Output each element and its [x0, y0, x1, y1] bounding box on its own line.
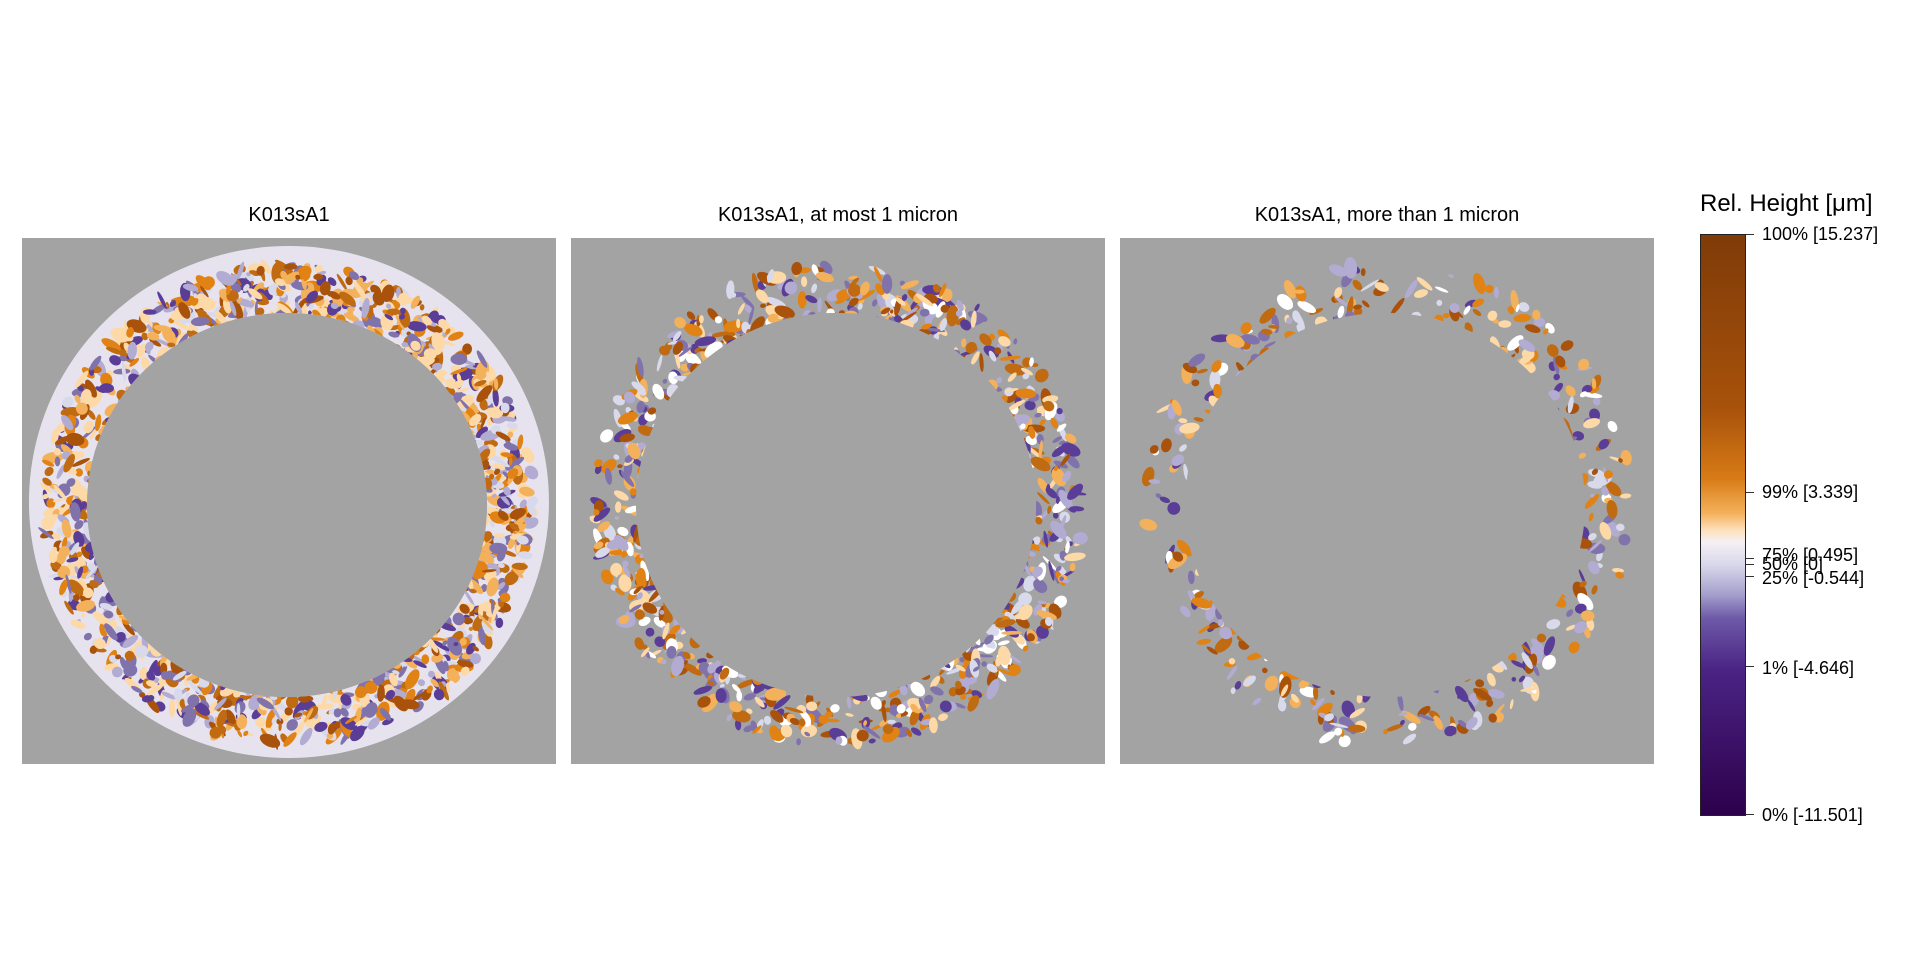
panel-title-full: K013sA1	[22, 204, 556, 227]
height-texture-patch	[501, 403, 510, 413]
height-texture-patch	[237, 703, 241, 718]
legend-tick-label: 99% [3.339]	[1762, 483, 1858, 501]
color-scale-bar	[1700, 234, 1746, 816]
legend-tick-label: 25% [-0.544]	[1762, 569, 1864, 587]
height-texture-patch	[49, 550, 58, 563]
height-texture-patch	[451, 354, 468, 365]
legend-tick	[1746, 492, 1754, 493]
legend-tick	[1746, 814, 1754, 815]
height-map-at-most-1-micron-image	[571, 238, 1105, 764]
legend-tick	[1746, 234, 1754, 235]
panel-title-more-than-1-micron: K013sA1, more than 1 micron	[1120, 204, 1654, 227]
height-map-more-than-1-micron	[1120, 238, 1654, 764]
legend-tick	[1746, 666, 1754, 667]
height-map-full-image	[22, 238, 556, 764]
height-texture-patch	[500, 593, 511, 603]
height-texture-patch	[798, 291, 807, 308]
height-texture-patch	[736, 691, 742, 702]
height-map-at-most-1-micron	[571, 238, 1105, 764]
legend-title: Rel. Height [μm]	[1700, 190, 1873, 218]
panel-title-at-most-1-micron: K013sA1, at most 1 micron	[571, 204, 1105, 227]
legend-tick	[1746, 576, 1754, 577]
legend-tick	[1746, 558, 1754, 559]
legend-tick-label: 100% [15.237]	[1762, 225, 1878, 243]
height-texture-patch	[143, 309, 156, 315]
legend-tick	[1746, 564, 1754, 565]
height-map-full	[22, 238, 556, 764]
legend-tick-label: 1% [-4.646]	[1762, 659, 1854, 677]
legend-tick-label: 0% [-11.501]	[1762, 806, 1863, 824]
height-texture-patch	[1293, 290, 1304, 294]
height-map-more-than-1-micron-image	[1120, 238, 1654, 764]
